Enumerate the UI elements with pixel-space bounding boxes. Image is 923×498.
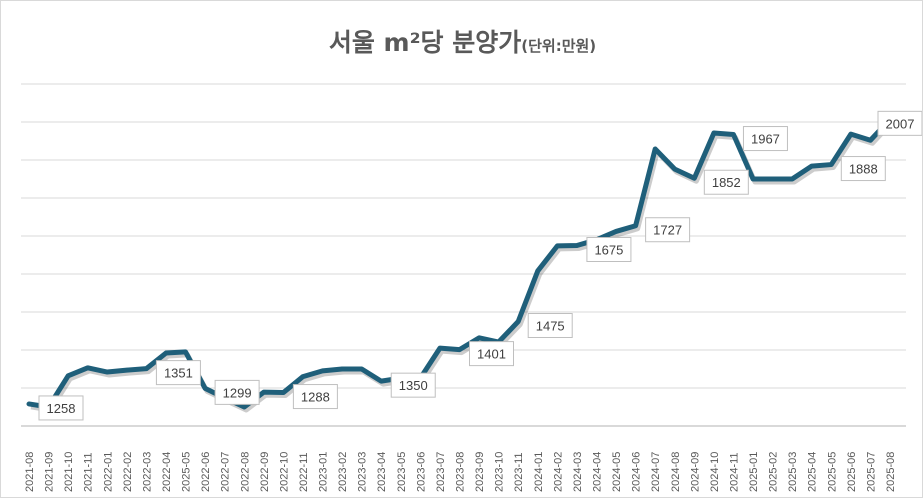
x-tick-label: 2022-04 <box>161 452 173 492</box>
x-tick-label: 2022-07 <box>220 452 232 492</box>
data-label: 1401 <box>477 347 506 362</box>
data-label-box <box>527 313 573 338</box>
x-tick-label: 2025-05 <box>181 452 193 492</box>
x-tick-label: 2025-08 <box>885 452 897 492</box>
data-label: 1852 <box>712 175 741 190</box>
x-tick-label: 2022-10 <box>278 452 290 492</box>
data-label-box <box>645 217 691 243</box>
x-tick-label: 2022-09 <box>259 452 271 492</box>
data-label-box <box>292 384 338 410</box>
x-tick-label: 2023-10 <box>494 452 506 492</box>
x-tick-label: 2023-08 <box>455 452 467 492</box>
x-tick-label: 2023-04 <box>376 452 388 492</box>
x-tick-label: 2025-02 <box>768 452 780 492</box>
x-tick-label: 2023-11 <box>513 452 525 492</box>
x-tick-label: 2025-05 <box>826 452 838 492</box>
data-label-box <box>38 395 84 421</box>
x-tick-label: 2024-07 <box>650 452 662 492</box>
x-tick-label: 2024-08 <box>670 452 682 492</box>
data-label: 1350 <box>399 378 428 393</box>
data-label-box <box>390 372 436 398</box>
x-tick-label: 2022-01 <box>102 452 114 492</box>
x-tick-label: 2025-06 <box>846 452 858 492</box>
x-tick-label: 2024-06 <box>631 452 643 492</box>
x-tick-label: 2025-07 <box>865 452 877 492</box>
data-label-box <box>214 379 260 405</box>
data-label: 1299 <box>223 385 252 400</box>
x-tick-label: 2024-05 <box>611 452 623 492</box>
data-label: 1258 <box>47 401 76 416</box>
data-label-box <box>586 237 632 262</box>
data-label-box <box>742 126 788 152</box>
x-tick-label: 2024-10 <box>709 452 721 492</box>
x-tick-label: 2024-03 <box>572 452 584 492</box>
data-label: 1675 <box>594 243 623 258</box>
data-label: 1351 <box>164 366 193 381</box>
data-label: 1288 <box>301 390 330 405</box>
x-tick-label: 2023-05 <box>396 452 408 492</box>
data-label: 1475 <box>536 319 565 334</box>
x-tick-label: 2023-07 <box>435 452 447 492</box>
x-tick-label: 2021-10 <box>63 452 75 492</box>
data-label-box <box>877 110 922 136</box>
x-tick-label: 2021-11 <box>83 452 95 492</box>
x-tick-label: 2021-08 <box>24 452 36 492</box>
chart-title: 서울 m²당 분양가(단위:만원) <box>1 23 922 59</box>
data-label-box <box>840 156 886 182</box>
data-label-box <box>469 341 514 367</box>
x-tick-label: 2022-06 <box>200 452 212 492</box>
x-tick-label: 2022-08 <box>239 452 251 492</box>
x-tick-label: 2022-03 <box>141 452 153 492</box>
x-tick-label: 2023-02 <box>337 452 349 492</box>
x-tick-label: 2022-11 <box>298 452 310 492</box>
chart-title-unit: (단위:만원) <box>521 37 597 55</box>
data-label: 1967 <box>751 132 780 147</box>
x-tick-label: 2024-02 <box>552 452 564 492</box>
chart-title-main: 서울 m²당 분양가 <box>328 28 522 57</box>
x-tick-label: 2025-03 <box>787 452 799 492</box>
x-tick-label: 2022-02 <box>122 452 134 492</box>
x-tick-label: 2024-11 <box>728 452 740 492</box>
data-label-box <box>703 169 749 195</box>
x-tick-label: 2023-03 <box>357 452 369 492</box>
x-tick-label: 2024-01 <box>533 452 545 492</box>
data-label: 1888 <box>849 162 878 177</box>
data-label: 1727 <box>653 223 682 238</box>
x-tick-label: 2024-09 <box>689 452 701 492</box>
x-tick-label: 2023-06 <box>415 452 427 492</box>
x-tick-label: 2025-04 <box>807 452 819 492</box>
x-tick-label: 2023-01 <box>318 452 330 492</box>
data-label-box <box>155 360 201 386</box>
x-tick-label: 2021-09 <box>44 452 56 492</box>
x-tick-label: 2025-01 <box>748 452 760 492</box>
x-tick-label: 2023-09 <box>474 452 486 492</box>
x-tick-label: 2024-04 <box>591 452 603 492</box>
data-label: 2007 <box>886 116 915 131</box>
